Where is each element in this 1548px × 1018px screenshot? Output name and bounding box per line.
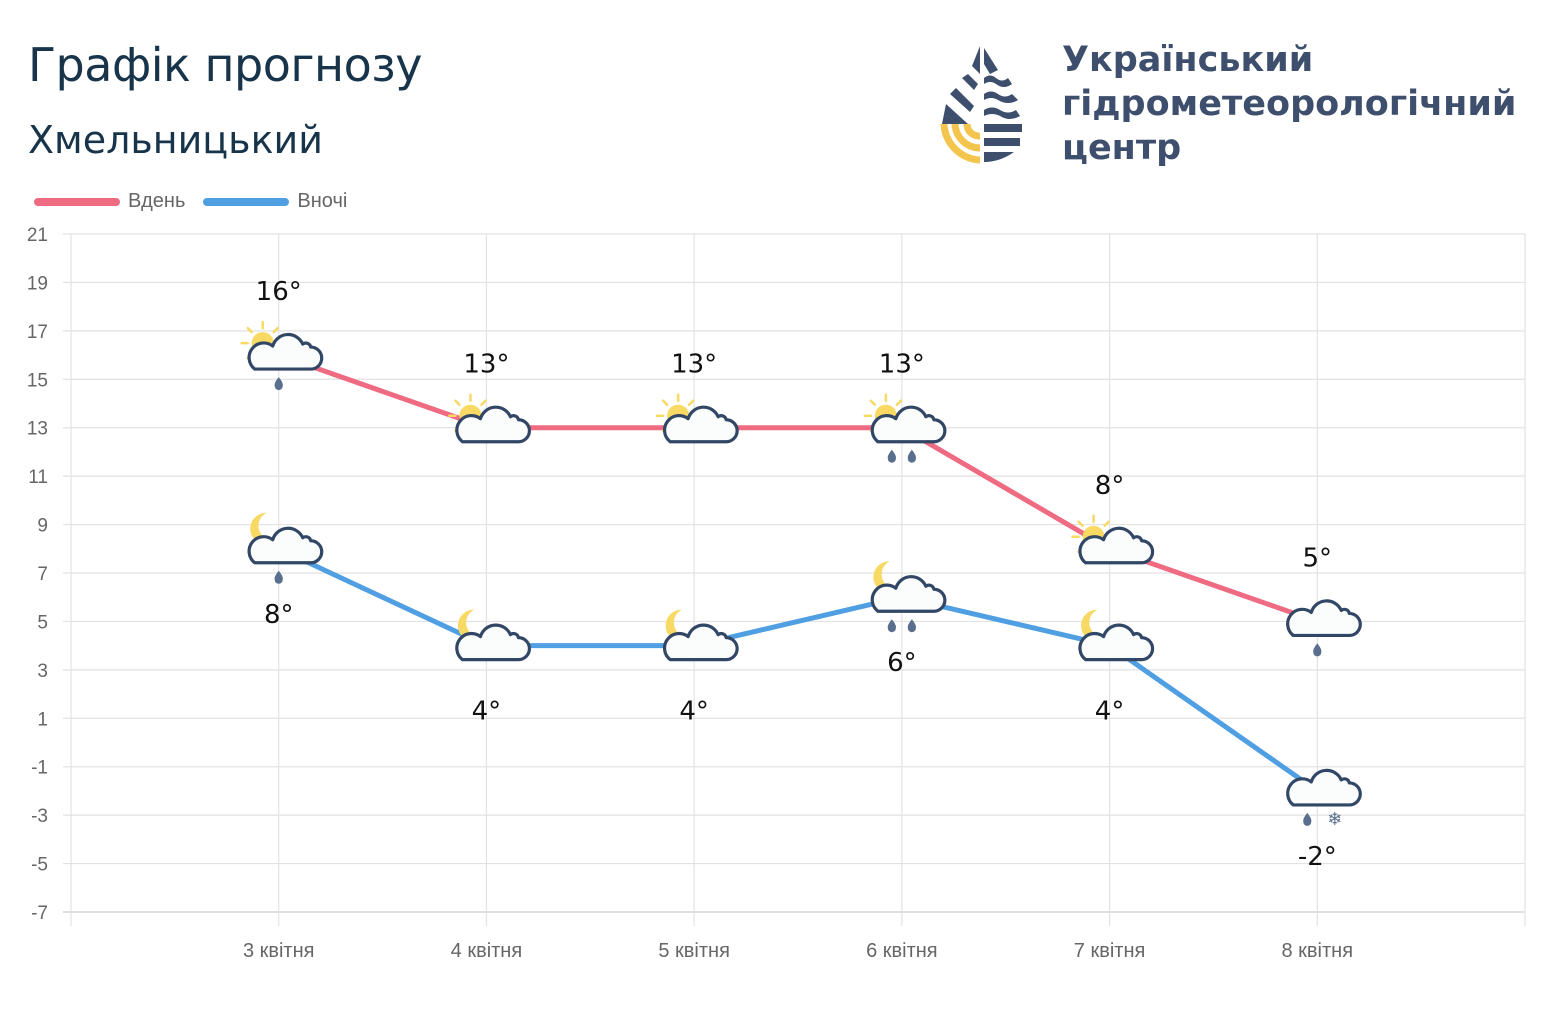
y-tick-label: 17 [27,322,48,343]
partly-cloudy-rain-heavy-icon [863,393,947,463]
org-line-1: Український [1062,40,1314,80]
partly-cloudy-icon [1071,514,1155,565]
y-tick-label: 11 [28,467,48,488]
partly-cloudy-icon [448,393,532,444]
partly-cloudy-icon [655,393,739,444]
data-label-night: 8° [264,600,294,630]
x-tick-label: 8 квітня [1282,940,1354,962]
night-cloudy-icon [455,609,532,662]
series-line-day [277,352,1319,624]
data-label-night: 4° [472,697,502,727]
y-tick-label: 21 [27,225,48,246]
night-cloudy-icon [1078,609,1155,662]
y-tick-label: -3 [31,806,48,827]
cloudy-rain-icon [1286,599,1362,657]
data-label-night: -2° [1298,842,1337,872]
y-tick-label: 7 [37,564,48,585]
data-label-day: 13° [671,350,717,380]
x-tick-label: 3 квітня [243,940,315,962]
legend-label-night: Вночі [297,190,348,212]
legend-swatch-day [34,197,120,206]
y-tick-label: 5 [37,612,48,633]
data-label-day: 5° [1303,543,1333,573]
x-tick-label: 6 квітня [866,940,938,962]
legend-swatch-night [203,197,290,206]
x-tick-label: 5 квітня [658,940,730,962]
data-label-day: 13° [463,350,509,380]
y-tick-label: 13 [27,419,48,440]
series-line-night [277,546,1319,793]
city-name: Хмельницький [28,118,323,162]
svg-text:❄: ❄ [1327,809,1342,829]
data-label-day: 8° [1095,471,1125,501]
y-tick-label: 9 [37,516,48,537]
night-cloudy-icon [662,609,739,662]
y-tick-label: 19 [27,273,48,294]
page-title: Графік прогнозу [28,38,422,92]
org-name: Український гідрометеорологічний центр [1062,38,1516,170]
y-tick-label: 15 [27,370,48,391]
y-tick-label: 3 [37,661,48,682]
legend-item-night[interactable]: Вночі [203,190,347,213]
y-tick-label: -5 [31,855,48,876]
data-label-night: 4° [679,697,709,727]
y-tick-label: 1 [37,709,48,730]
legend-item-day[interactable]: Вдень [34,190,185,213]
y-tick-label: -1 [31,758,48,779]
org-line-3: центр [1062,128,1182,168]
x-tick-label: 7 квітня [1074,940,1146,962]
org-line-2: гідрометеорологічний [1062,84,1517,124]
chart-legend: Вдень Вночі [34,190,365,213]
y-tick-label: -7 [31,903,48,924]
data-label-day: 13° [879,350,925,380]
hydromet-logo-icon [940,46,1022,164]
data-label-day: 16° [256,277,302,307]
data-label-night: 6° [887,648,917,678]
cloudy-rain-snow-icon: ❄ [1286,768,1362,829]
legend-label-day: Вдень [128,190,186,212]
x-tick-label: 4 квітня [451,940,523,962]
data-label-night: 4° [1095,697,1125,727]
